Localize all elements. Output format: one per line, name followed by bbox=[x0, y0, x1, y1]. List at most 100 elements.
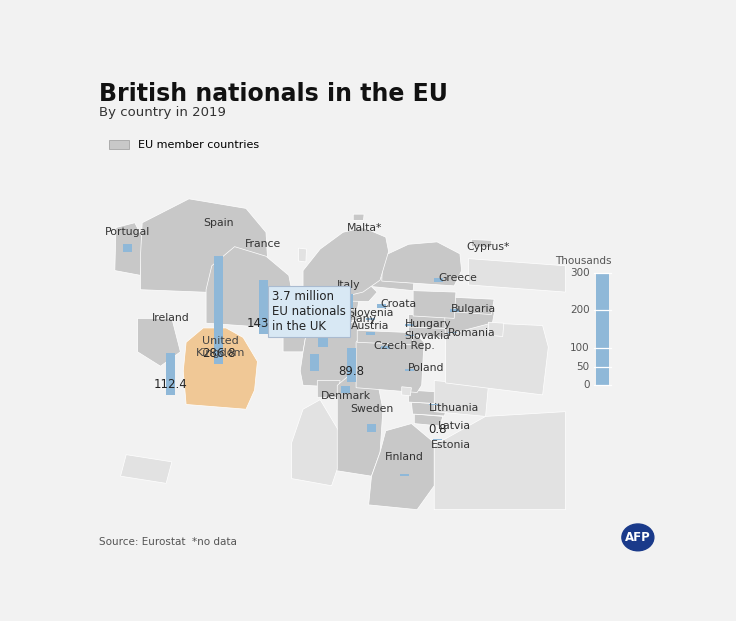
Text: Malta*: Malta* bbox=[347, 222, 382, 232]
Polygon shape bbox=[471, 240, 492, 248]
Text: Belgium: Belgium bbox=[300, 319, 345, 329]
Polygon shape bbox=[369, 424, 434, 510]
Polygon shape bbox=[317, 381, 340, 397]
Text: Netherlands: Netherlands bbox=[281, 324, 347, 334]
Polygon shape bbox=[406, 271, 440, 284]
Text: 112.4: 112.4 bbox=[154, 378, 188, 391]
Text: Slovakia: Slovakia bbox=[405, 331, 450, 341]
Text: Croata: Croata bbox=[381, 299, 417, 309]
Bar bbox=[344, 294, 353, 307]
Bar bbox=[214, 256, 223, 364]
Polygon shape bbox=[183, 328, 258, 409]
Bar bbox=[428, 404, 438, 406]
Polygon shape bbox=[445, 297, 494, 345]
Polygon shape bbox=[414, 414, 443, 426]
Polygon shape bbox=[121, 455, 171, 483]
Text: United
Kingdom: United Kingdom bbox=[196, 337, 245, 358]
Text: Thousands: Thousands bbox=[555, 256, 612, 266]
Text: Germany: Germany bbox=[327, 314, 377, 324]
Polygon shape bbox=[353, 214, 364, 220]
Text: 50: 50 bbox=[576, 361, 590, 371]
Polygon shape bbox=[382, 242, 461, 286]
Text: Finland: Finland bbox=[385, 452, 424, 462]
Polygon shape bbox=[392, 254, 410, 271]
Polygon shape bbox=[138, 319, 180, 366]
Text: Latvia: Latvia bbox=[438, 421, 471, 431]
Bar bbox=[434, 278, 443, 282]
Polygon shape bbox=[283, 322, 308, 335]
Polygon shape bbox=[320, 280, 377, 302]
Polygon shape bbox=[434, 412, 565, 510]
Text: Hungary: Hungary bbox=[406, 319, 452, 329]
Bar bbox=[405, 369, 414, 371]
Text: Czech Rep.: Czech Rep. bbox=[374, 341, 435, 351]
Text: 3.7 million
EU nationals
in the UK: 3.7 million EU nationals in the UK bbox=[272, 290, 345, 333]
Text: 100: 100 bbox=[570, 343, 590, 353]
Text: Italy: Italy bbox=[337, 280, 361, 290]
Text: Spain: Spain bbox=[203, 218, 234, 228]
Polygon shape bbox=[115, 223, 142, 275]
Text: Estonia: Estonia bbox=[431, 440, 471, 450]
Polygon shape bbox=[326, 376, 383, 476]
Bar bbox=[366, 332, 375, 335]
Polygon shape bbox=[320, 299, 359, 310]
Polygon shape bbox=[357, 330, 414, 345]
Polygon shape bbox=[299, 248, 306, 262]
Polygon shape bbox=[489, 322, 504, 337]
Text: 143.5: 143.5 bbox=[247, 317, 280, 330]
Text: France: France bbox=[245, 239, 281, 249]
Text: AFP: AFP bbox=[625, 531, 651, 544]
Bar bbox=[450, 309, 459, 312]
Polygon shape bbox=[206, 247, 294, 328]
Polygon shape bbox=[320, 306, 357, 321]
Polygon shape bbox=[286, 299, 320, 314]
Text: *no data: *no data bbox=[192, 537, 237, 547]
Polygon shape bbox=[411, 402, 447, 416]
Bar bbox=[366, 319, 375, 320]
Polygon shape bbox=[434, 381, 489, 417]
Polygon shape bbox=[141, 199, 269, 294]
Polygon shape bbox=[300, 319, 363, 388]
Polygon shape bbox=[291, 400, 337, 486]
Polygon shape bbox=[468, 258, 565, 292]
Text: British nationals in the EU: British nationals in the EU bbox=[99, 82, 447, 106]
Polygon shape bbox=[283, 335, 306, 352]
Text: Greece: Greece bbox=[439, 273, 478, 283]
Text: 200: 200 bbox=[570, 306, 590, 315]
Bar bbox=[124, 244, 132, 252]
Bar bbox=[596, 273, 609, 385]
Bar bbox=[377, 304, 386, 308]
Polygon shape bbox=[408, 315, 457, 329]
Bar bbox=[166, 353, 175, 395]
Bar bbox=[310, 354, 319, 371]
Text: 300: 300 bbox=[570, 268, 590, 278]
Polygon shape bbox=[303, 227, 389, 297]
Text: Romania: Romania bbox=[447, 328, 495, 338]
Text: By country in 2019: By country in 2019 bbox=[99, 106, 226, 119]
Bar bbox=[347, 348, 356, 382]
Polygon shape bbox=[445, 323, 548, 395]
Bar bbox=[433, 423, 442, 424]
Legend: EU member countries: EU member countries bbox=[105, 135, 263, 155]
Text: Bulgaria: Bulgaria bbox=[450, 304, 495, 314]
Text: 0: 0 bbox=[583, 380, 590, 391]
Bar bbox=[400, 474, 409, 476]
Text: Sweden: Sweden bbox=[350, 404, 393, 414]
Text: 286.8: 286.8 bbox=[202, 347, 236, 360]
Text: Source: Eurostat: Source: Eurostat bbox=[99, 537, 185, 547]
Bar bbox=[258, 280, 268, 334]
Text: Cyprus*: Cyprus* bbox=[467, 242, 510, 252]
Polygon shape bbox=[302, 316, 312, 324]
Bar bbox=[381, 346, 390, 349]
Bar bbox=[322, 324, 330, 327]
Bar bbox=[319, 336, 328, 347]
Text: 0.8: 0.8 bbox=[428, 423, 446, 436]
Text: Slovenia: Slovenia bbox=[347, 307, 394, 318]
Bar bbox=[367, 424, 376, 432]
Polygon shape bbox=[378, 268, 398, 279]
Polygon shape bbox=[356, 333, 424, 392]
Text: Ireland: Ireland bbox=[152, 314, 190, 324]
Polygon shape bbox=[364, 276, 414, 291]
Text: 89.8: 89.8 bbox=[339, 365, 364, 378]
Text: Poland: Poland bbox=[408, 363, 444, 373]
